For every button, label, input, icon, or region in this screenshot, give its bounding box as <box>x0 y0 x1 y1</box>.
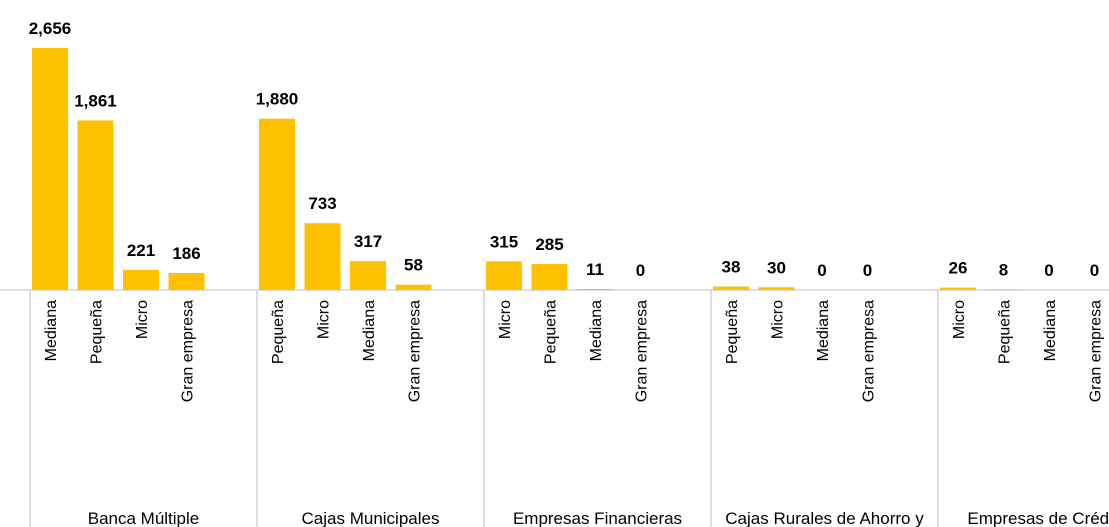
value-label: 2,656 <box>29 19 72 38</box>
category-label: Mediana <box>361 300 378 361</box>
value-label: 0 <box>1044 261 1053 280</box>
value-label: 285 <box>535 235 563 254</box>
bar <box>577 288 613 290</box>
bar <box>486 261 522 290</box>
bar <box>531 264 568 290</box>
value-label: 0 <box>817 261 826 280</box>
value-label: 186 <box>172 244 200 263</box>
value-label: 0 <box>1090 261 1099 280</box>
category-label: Gran empresa <box>634 300 651 402</box>
value-label: 38 <box>722 258 741 277</box>
value-label: 26 <box>949 259 968 278</box>
bar <box>940 287 976 290</box>
category-label: Gran empresa <box>407 300 424 402</box>
value-label: 0 <box>636 261 645 280</box>
category-label: Micro <box>770 300 787 339</box>
bar <box>123 269 159 290</box>
value-label: 30 <box>767 258 786 277</box>
value-label: 58 <box>404 256 423 275</box>
bar <box>350 261 386 290</box>
category-label: Pequeña <box>724 300 741 364</box>
group-label: Banca Múltiple <box>87 509 200 527</box>
value-label: 733 <box>308 194 336 213</box>
value-label: 315 <box>490 232 518 251</box>
bar <box>758 287 795 290</box>
bar <box>985 289 1022 290</box>
group-label: Empresas Financieras <box>512 509 683 527</box>
bar <box>168 273 205 290</box>
value-label: 1,861 <box>74 91 117 110</box>
category-label: Gran empresa <box>861 300 878 402</box>
category-label: Pequeña <box>543 300 560 364</box>
bar <box>304 223 341 290</box>
group-label: Cajas Rurales de Ahorro y Crédito <box>725 509 924 527</box>
category-label: Mediana <box>43 300 60 361</box>
category-label: Mediana <box>588 300 605 361</box>
category-label: Micro <box>316 300 333 339</box>
bar <box>32 48 68 290</box>
category-label: Gran empresa <box>180 300 197 402</box>
value-label: 1,880 <box>256 90 299 109</box>
bar <box>395 284 432 290</box>
category-label: Pequeña <box>997 300 1014 364</box>
category-label: Gran empresa <box>1088 300 1105 402</box>
category-label: Mediana <box>815 300 832 361</box>
category-label: Micro <box>134 300 151 339</box>
value-label: 8 <box>999 260 1008 279</box>
bar <box>713 286 749 290</box>
category-label: Pequeña <box>89 300 106 364</box>
group-label: Empresas de Créditos <box>967 509 1109 527</box>
value-label: 0 <box>863 261 872 280</box>
bar <box>77 120 114 290</box>
value-label: 317 <box>354 232 382 251</box>
category-label: Pequeña <box>270 300 287 364</box>
category-label: Mediana <box>1042 300 1059 361</box>
value-label: 11 <box>586 260 604 279</box>
group-label: Cajas Municipales <box>301 509 440 527</box>
bar <box>259 118 295 290</box>
category-label: Micro <box>951 300 968 339</box>
value-label: 221 <box>127 241 155 260</box>
category-label: Micro <box>497 300 514 339</box>
